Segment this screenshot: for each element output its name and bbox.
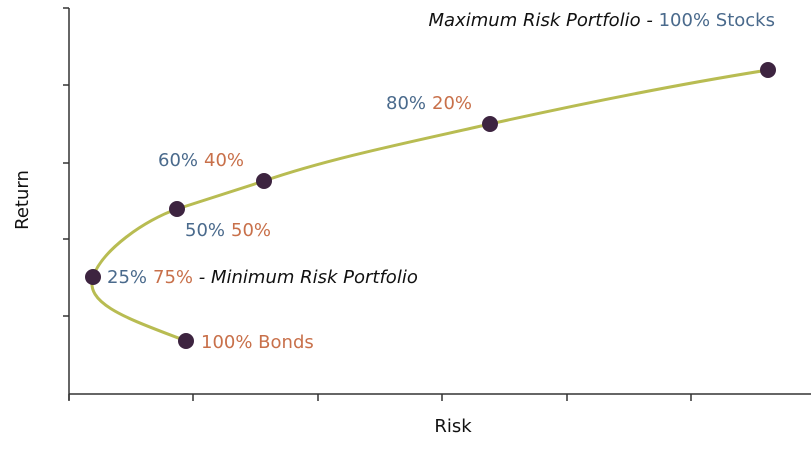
- label-25-75: 25% 75% - Minimum Risk Portfolio: [107, 267, 418, 288]
- point-100-bonds: [178, 333, 194, 349]
- label-60-stocks: 60%: [158, 150, 198, 171]
- label-20-bonds: 20%: [432, 93, 472, 114]
- label-min-risk-text: - Minimum Risk Portfolio: [193, 267, 418, 288]
- label-max-risk-stocks: 100% Stocks: [659, 10, 775, 31]
- data-points: [85, 62, 776, 349]
- label-80-stocks: 80%: [386, 93, 426, 114]
- point-80-20: [482, 116, 498, 132]
- label-25-stocks: 25%: [107, 267, 147, 288]
- x-axis-title: Risk: [434, 416, 472, 437]
- x-ticks: [68, 394, 692, 401]
- label-75-bonds: 75%: [153, 267, 193, 288]
- point-50-50: [169, 201, 185, 217]
- point-100-stocks: [760, 62, 776, 78]
- y-axis-title: Return: [12, 170, 33, 230]
- point-25-75: [85, 269, 101, 285]
- label-100-bonds: 100% Bonds: [201, 332, 314, 353]
- efficient-frontier-curve: [90, 68, 769, 343]
- label-80-20: 80% 20%: [386, 93, 472, 114]
- y-ticks: [63, 7, 69, 317]
- label-40-bonds: 40%: [204, 150, 244, 171]
- label-50-50: 50% 50%: [185, 220, 271, 241]
- label-50-bonds: 50%: [231, 220, 271, 241]
- label-max-risk: Maximum Risk Portfolio - 100% Stocks: [429, 10, 775, 31]
- point-60-40: [256, 173, 272, 189]
- label-60-40: 60% 40%: [158, 150, 244, 171]
- label-50-stocks: 50%: [185, 220, 225, 241]
- label-max-risk-text: Maximum Risk Portfolio -: [429, 10, 659, 31]
